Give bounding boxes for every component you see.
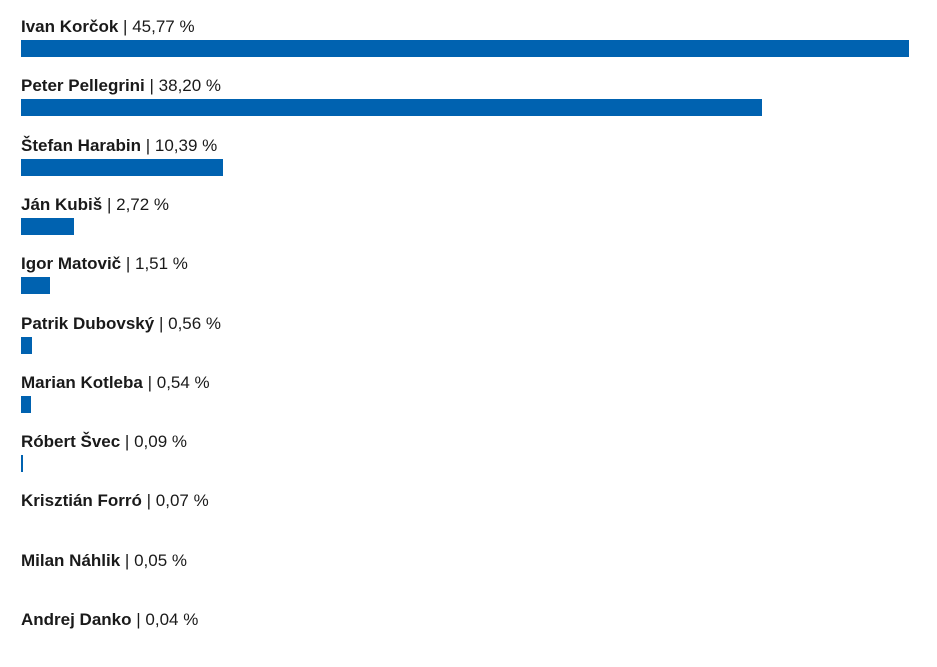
value-label: 0,04 % — [145, 610, 199, 629]
candidate-name: Ivan Korčok — [21, 17, 119, 36]
bar — [21, 336, 32, 354]
bar-row: Peter Pellegrini | 38,20 % — [21, 75, 911, 125]
value-label: 45,77 % — [132, 17, 195, 36]
bar — [21, 217, 74, 235]
candidate-name: Igor Matovič — [21, 254, 122, 274]
value-label: 1,51 % — [135, 254, 188, 274]
value-label: 2,72 % — [116, 194, 170, 214]
label-separator: | — [121, 254, 135, 274]
bar-row: Marian Kotleba | 0,54 % — [21, 372, 911, 422]
bar-row: Igor Matovič | 1,51 % — [21, 253, 911, 303]
bar — [21, 277, 51, 295]
value-label: 0,05 % — [134, 550, 187, 570]
candidate-name: Milan Náhlik — [21, 550, 121, 570]
bar-label: Igor Matovič | 1,51 % — [21, 253, 188, 275]
candidate-name: Ján Kubiš — [21, 194, 103, 214]
bar-label: Ján Kubiš | 2,72 % — [21, 194, 169, 216]
value-label: 0,07 % — [155, 491, 209, 511]
bar-row: Ján Kubiš | 2,72 % — [21, 194, 911, 244]
label-separator: | — [142, 372, 157, 392]
bar-row: Milan Náhlik | 0,05 % — [21, 550, 911, 600]
value-label: 0,09 % — [134, 432, 188, 452]
value-label: 0,54 % — [156, 372, 210, 392]
bar-row: Róbert Švec | 0,09 % — [21, 431, 911, 481]
label-separator: | — [131, 610, 146, 629]
label-separator: | — [141, 491, 156, 511]
candidate-name: Marian Kotleba — [21, 372, 143, 392]
bar-label: Andrej Danko | 0,04 % — [21, 609, 198, 631]
bar — [21, 40, 909, 57]
label-separator: | — [120, 550, 135, 570]
bar — [21, 99, 763, 117]
bar-label: Ivan Korčok | 45,77 % — [21, 16, 195, 38]
bar-label: Krisztián Forró | 0,07 % — [21, 490, 209, 512]
candidate-name: Peter Pellegrini — [21, 76, 145, 96]
value-label: 0,56 % — [168, 313, 222, 333]
candidate-name: Róbert Švec — [21, 432, 121, 452]
candidate-name: Patrik Dubovský — [21, 313, 155, 333]
bar-label: Peter Pellegrini | 38,20 % — [21, 75, 221, 97]
candidate-name: Krisztián Forró — [21, 491, 142, 511]
candidate-name: Andrej Danko — [21, 610, 132, 629]
bar — [21, 455, 23, 473]
label-separator: | — [120, 432, 135, 452]
bar-row: Štefan Harabin | 10,39 % — [21, 135, 911, 185]
value-label: 38,20 % — [158, 76, 222, 96]
bar-label: Milan Náhlik | 0,05 % — [21, 550, 187, 572]
bar-label: Patrik Dubovský | 0,56 % — [21, 313, 221, 335]
label-separator: | — [140, 135, 155, 155]
bar-label: Róbert Švec | 0,09 % — [21, 431, 187, 453]
label-separator: | — [118, 17, 133, 36]
candidate-name: Štefan Harabin — [21, 135, 141, 155]
bar-label: Štefan Harabin | 10,39 % — [21, 135, 217, 157]
bar-label: Marian Kotleba | 0,54 % — [21, 372, 210, 394]
bar — [21, 395, 32, 413]
value-label: 10,39 % — [154, 135, 218, 155]
bar-row: Patrik Dubovský | 0,56 % — [21, 313, 911, 363]
label-separator: | — [154, 313, 169, 333]
bar — [21, 158, 223, 176]
label-separator: | — [102, 194, 117, 214]
bar-row: Ivan Korčok | 45,77 % — [21, 16, 911, 66]
label-separator: | — [144, 76, 159, 96]
bar-row: Krisztián Forró | 0,07 % — [21, 490, 911, 540]
bar-row: Andrej Danko | 0,04 % — [21, 609, 911, 659]
